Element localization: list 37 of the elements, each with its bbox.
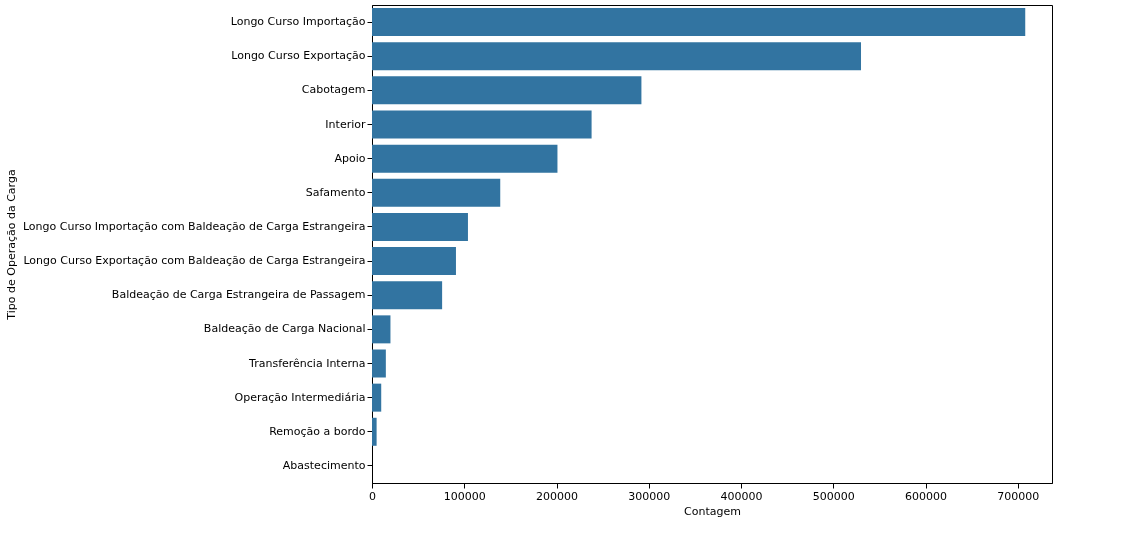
bar [372, 76, 642, 105]
bar [372, 349, 386, 378]
y-tick-label: Operação Intermediária [234, 390, 366, 404]
x-tick-label: 400000 [720, 489, 763, 503]
y-tick-label: Longo Curso Importação com Baldeação de Carga Estrangeira [22, 219, 366, 233]
y-tick-label: Baldeação de Carga Nacional [203, 322, 366, 336]
x-tick-label: 700000 [997, 489, 1040, 503]
y-tick-label: Longo Curso Exportação com Baldeação de Carga Estrangeira [23, 254, 366, 268]
y-tick-label: Cabotagem [301, 83, 366, 97]
bar [372, 8, 1026, 37]
y-tick-label: Baldeação de Carga Estrangeira de Passagem [111, 288, 366, 302]
bar [372, 178, 501, 207]
bar [372, 42, 862, 71]
y-tick-label: Safamento [305, 185, 366, 199]
y-tick-label: Longo Curso Exportação [231, 49, 366, 63]
y-tick-label: Interior [325, 117, 366, 131]
x-tick-label: 500000 [812, 489, 855, 503]
bar [372, 110, 592, 139]
bar [372, 417, 377, 446]
bar [372, 144, 558, 173]
bar [372, 212, 468, 241]
x-axis-title: Contagem [684, 504, 741, 518]
x-tick-label: 0 [369, 489, 376, 503]
bar [372, 383, 382, 412]
bar [372, 281, 443, 310]
y-tick-label: Remoção a bordo [269, 424, 366, 438]
bar [372, 247, 456, 276]
x-tick-label: 100000 [443, 489, 486, 503]
x-tick-label: 600000 [905, 489, 948, 503]
bar [372, 315, 391, 344]
x-tick-label: 300000 [628, 489, 671, 503]
y-tick-label: Transferência Interna [248, 356, 366, 370]
y-tick-label: Longo Curso Importação [230, 15, 366, 29]
y-axis-title: Tipo de Operação da Carga [4, 169, 18, 321]
x-tick-label: 200000 [536, 489, 579, 503]
y-tick-label: Apoio [334, 151, 366, 165]
y-tick-label: Abastecimento [282, 458, 366, 472]
